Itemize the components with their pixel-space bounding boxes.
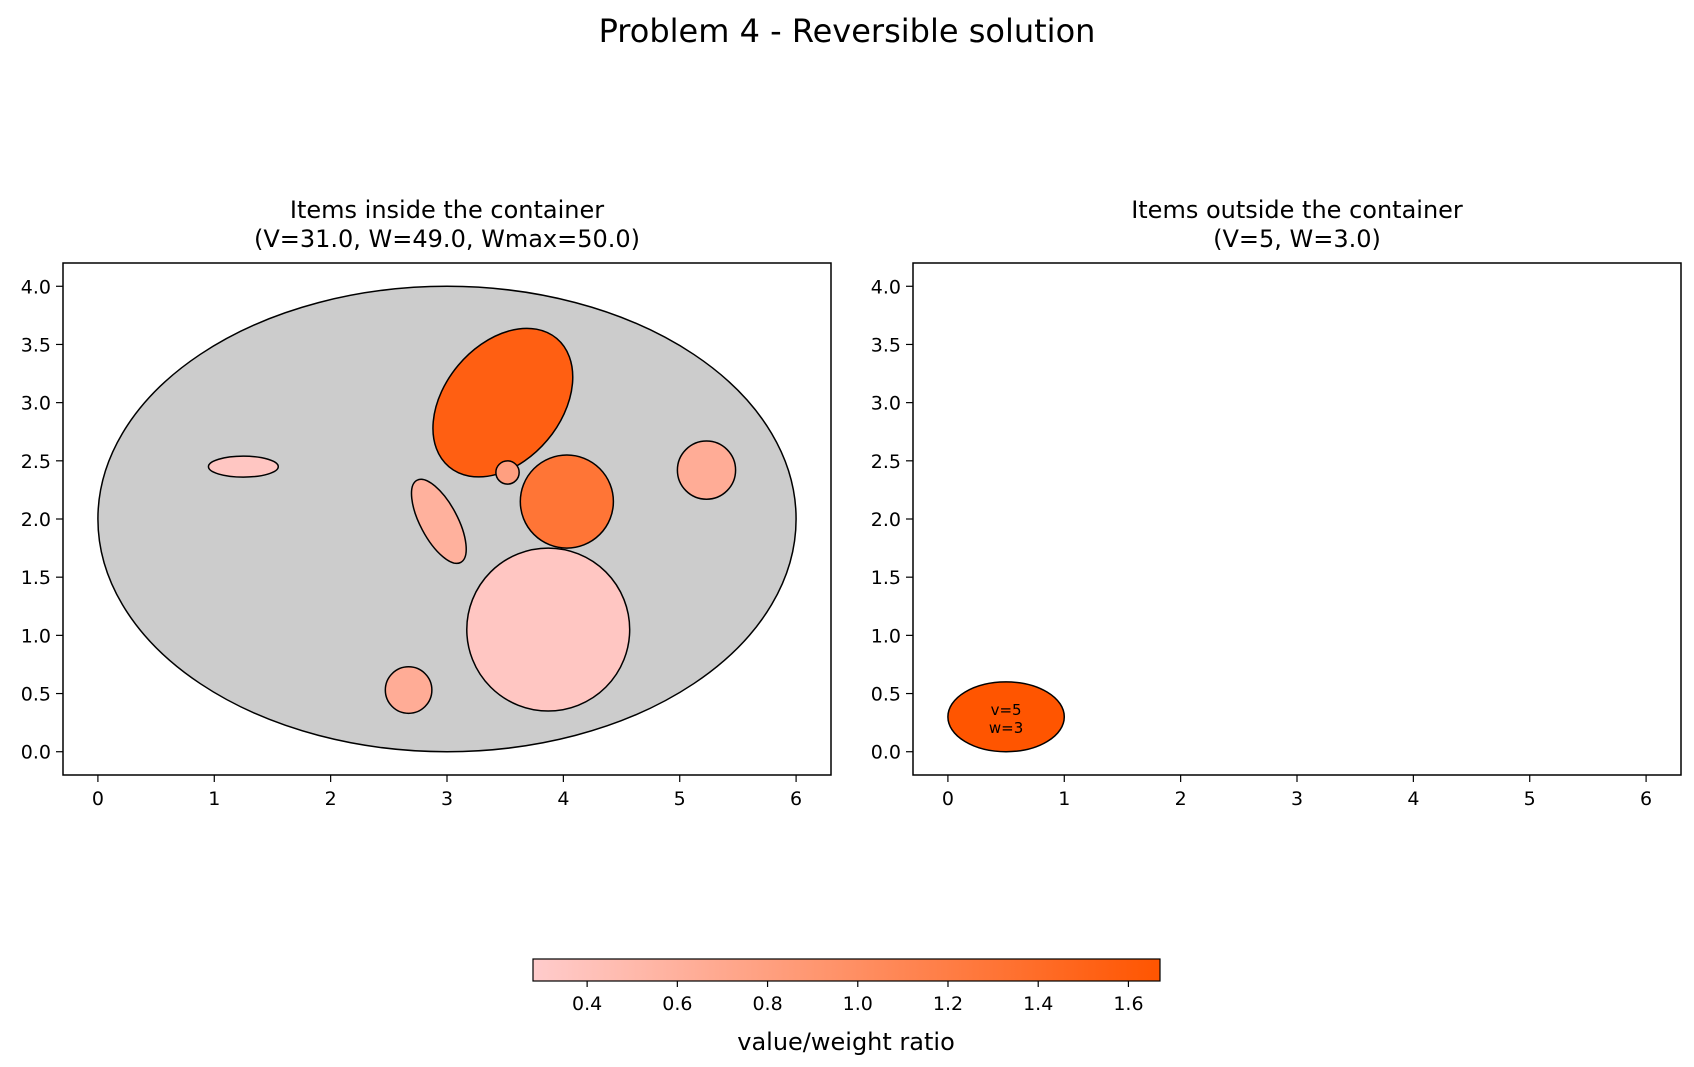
x-tick-label: 6 (790, 788, 802, 810)
figure-title: Problem 4 - Reversible solution (599, 12, 1096, 50)
item-ellipse (432, 327, 574, 478)
colorbar-tick-label: 1.6 (1113, 993, 1143, 1015)
y-tick-label: 3.0 (871, 393, 901, 415)
y-tick-label: 2.5 (871, 451, 901, 473)
x-tick-label: 3 (1291, 788, 1303, 810)
item-value-label: v=5 (991, 701, 1022, 719)
colorbar-gradient (532, 958, 1161, 982)
y-tick-label: 0.5 (21, 684, 51, 706)
colorbar-tick-label: 1.2 (933, 993, 963, 1015)
colorbar-tick-label: 0.4 (572, 993, 602, 1015)
x-tick-label: 4 (1407, 788, 1419, 810)
item-ellipse (947, 681, 1066, 753)
x-tick-label: 2 (1175, 788, 1187, 810)
x-tick-label: 0 (92, 788, 104, 810)
panel-1-title-line1: Items inside the container (290, 196, 604, 224)
item-circle (676, 440, 737, 500)
colorbar: value/weight ratio 0.4 0.6 0.8 1.0 1.2 1.4 1.6 (532, 958, 1161, 1056)
item-circle (384, 666, 433, 715)
y-tick-label: 2.5 (21, 451, 51, 473)
colorbar-label: value/weight ratio (737, 1028, 955, 1056)
panel-2-title-line2: (V=5, W=3.0) (1213, 225, 1381, 253)
y-tick-label: 4.0 (21, 276, 51, 298)
colorbar-tick-label: 1.0 (843, 993, 873, 1015)
colorbar-tick-label: 0.6 (662, 993, 692, 1015)
y-tick-label: 1.5 (21, 567, 51, 589)
item-ellipse (207, 455, 280, 478)
x-tick-label: 5 (674, 788, 686, 810)
y-tick-label: 3.5 (871, 334, 901, 356)
item-weight-label: w=3 (989, 719, 1023, 737)
x-tick-label: 5 (1524, 788, 1536, 810)
x-tick-label: 2 (325, 788, 337, 810)
item-ellipse (410, 478, 467, 565)
y-tick-label: 1.0 (21, 625, 51, 647)
panel-1-title-line2: (V=31.0, W=49.0, Wmax=50.0) (254, 225, 640, 253)
x-tick-label: 1 (1058, 788, 1070, 810)
y-tick-label: 4.0 (871, 276, 901, 298)
panel-inside-container: 0 1 2 3 4 5 6 0.0 0.5 1.0 1.5 2.0 2.5 3.0 3.5 4.0 (21, 262, 832, 810)
y-tick-label: 2.0 (21, 509, 51, 531)
item-circle (466, 547, 631, 712)
item-circle (495, 460, 520, 485)
y-tick-label: 0.0 (871, 742, 901, 764)
x-tick-label: 6 (1640, 788, 1652, 810)
panel-outside-container: v=5w=3 0 1 2 3 4 5 6 0.0 0.5 1.0 1.5 2.0 2.5 3.0 3.5 4.0 (871, 262, 1682, 810)
x-tick-label: 0 (942, 788, 954, 810)
y-tick-label: 3.0 (21, 393, 51, 415)
colorbar-tick-label: 0.8 (752, 993, 782, 1015)
colorbar-tick-label: 1.4 (1023, 993, 1053, 1015)
y-tick-label: 0.5 (871, 684, 901, 706)
item-circle (519, 454, 615, 549)
y-tick-label: 3.5 (21, 334, 51, 356)
y-tick-label: 2.0 (871, 509, 901, 531)
panel-2-title-line1: Items outside the container (1131, 196, 1463, 224)
x-tick-label: 4 (557, 788, 569, 810)
y-tick-label: 0.0 (21, 742, 51, 764)
x-tick-label: 1 (208, 788, 220, 810)
y-tick-label: 1.5 (871, 567, 901, 589)
y-tick-label: 1.0 (871, 625, 901, 647)
x-tick-label: 3 (441, 788, 453, 810)
